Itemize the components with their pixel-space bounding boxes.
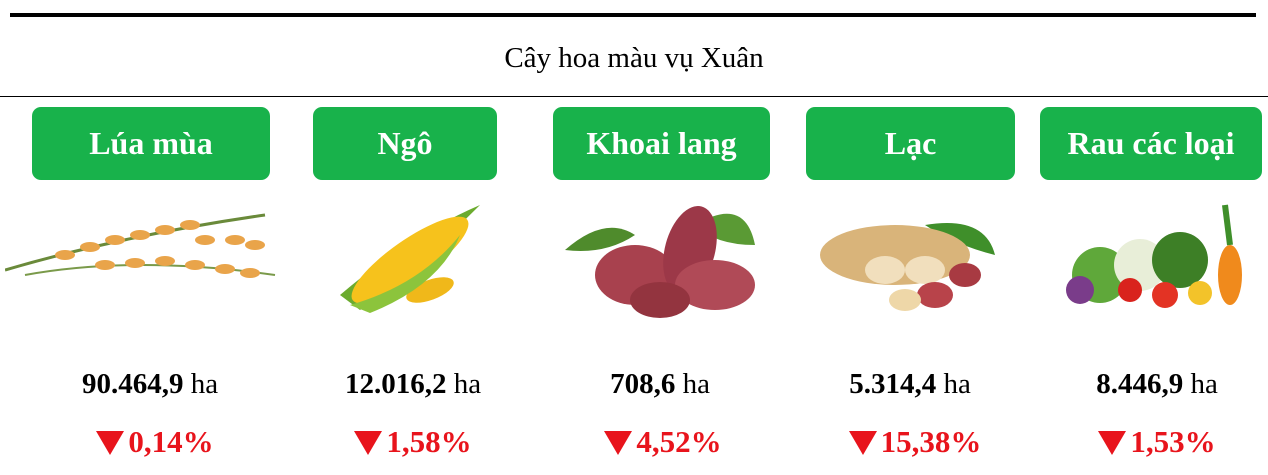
title: Cây hoa màu vụ Xuân — [0, 42, 1268, 75]
top-rule — [10, 13, 1256, 17]
area-value: 708,6 ha — [530, 368, 790, 401]
area-unit: ha — [943, 368, 970, 400]
area-unit: ha — [1190, 368, 1217, 400]
down-arrow — [96, 429, 124, 455]
sweet-potato-image — [545, 195, 775, 325]
change: 15,38% — [785, 424, 1045, 460]
vegetables-image — [1060, 195, 1250, 325]
change-value: 0,14% — [128, 424, 213, 460]
area-number: 12.016,2 — [345, 368, 447, 400]
change: 0,14% — [25, 424, 285, 460]
page: Cây hoa màu vụ Xuân Lúa mùa Ngô Khoai la… — [0, 0, 1268, 475]
change: 1,53% — [1027, 424, 1268, 460]
change-value: 15,38% — [881, 424, 982, 460]
area-number: 5.314,4 — [849, 368, 936, 400]
down-arrow — [1098, 429, 1126, 455]
crop-label: Khoai lang — [553, 107, 770, 180]
area-value: 5.314,4 ha — [780, 368, 1040, 401]
down-arrow — [604, 429, 632, 455]
change-value: 1,58% — [386, 424, 471, 460]
rice-image — [5, 195, 280, 325]
title-rule — [0, 96, 1268, 97]
change-value: 1,53% — [1130, 424, 1215, 460]
area-number: 708,6 — [610, 368, 675, 400]
area-number: 90.464,9 — [82, 368, 184, 400]
change: 4,52% — [533, 424, 793, 460]
crop-label: Ngô — [313, 107, 497, 180]
area-value: 12.016,2 ha — [283, 368, 543, 401]
area-unit: ha — [454, 368, 481, 400]
corn-image — [330, 195, 490, 325]
area-number: 8.446,9 — [1096, 368, 1183, 400]
down-arrow — [849, 429, 877, 455]
crop-label: Rau các loại — [1040, 107, 1262, 180]
crop-label: Lạc — [806, 107, 1015, 180]
change-value: 4,52% — [636, 424, 721, 460]
area-value: 90.464,9 ha — [20, 368, 280, 401]
area-value: 8.446,9 ha — [1027, 368, 1268, 401]
change: 1,58% — [283, 424, 543, 460]
crop-label: Lúa mùa — [32, 107, 270, 180]
down-arrow — [354, 429, 382, 455]
area-unit: ha — [683, 368, 710, 400]
area-unit: ha — [191, 368, 218, 400]
peanut-image — [815, 195, 1005, 325]
